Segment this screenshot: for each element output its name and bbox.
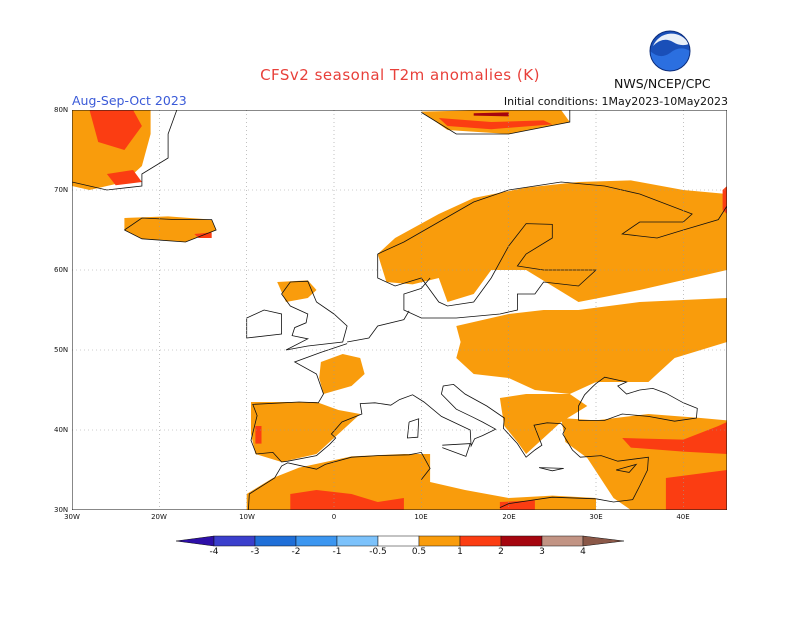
anomaly-region-turkey-red: [622, 422, 727, 454]
colorbar-arrow-right: [582, 535, 625, 547]
coastline-black-sea: [578, 376, 698, 422]
lat-label-30n: 30N: [54, 506, 69, 514]
initial-conditions: Initial conditions: 1May2023-10May2023: [503, 95, 728, 108]
coastline-mediterranean: [250, 343, 649, 508]
coastline-north: [377, 181, 727, 255]
lon-label-10w: 10W: [239, 513, 255, 521]
anomaly-region-balkans: [499, 394, 588, 454]
lat-label-40n: 40N: [54, 426, 69, 434]
anomaly-region-greenland-red: [106, 170, 142, 186]
agency-label: NWS/NCEP/CPC: [614, 76, 711, 91]
lon-label-30w: 30W: [64, 513, 80, 521]
forecast-period: Aug-Sep-Oct 2023: [72, 93, 187, 108]
anomaly-region-africa-red: [290, 490, 404, 510]
colorbar-bin: [500, 535, 543, 547]
lon-label-20w: 20W: [151, 513, 167, 521]
anomaly-region-levant-red: [665, 470, 727, 510]
colorbar-arrow-left: [176, 535, 215, 547]
colorbar-bin: [418, 535, 461, 547]
lon-label-20e: 20E: [502, 513, 516, 521]
coastline-sardinia: [406, 418, 420, 439]
colorbar-label: -0.5: [369, 547, 387, 557]
colorbar-label: -1: [332, 547, 342, 557]
anomaly-region-eastern-europe: [456, 298, 727, 394]
coastline-baltic: [377, 223, 598, 319]
colorbar-bin: [213, 535, 256, 547]
lat-label-70n: 70N: [54, 186, 69, 194]
colorbar-label: 2: [498, 547, 504, 557]
coastline-britain: [281, 280, 348, 351]
coastline-ireland: [246, 309, 283, 339]
colorbar-label: 4: [580, 547, 586, 557]
colorbar-bin: [459, 535, 502, 547]
colorbar-label: 3: [539, 547, 545, 557]
lon-label-40e: 40E: [676, 513, 690, 521]
colorbar-label: -2: [291, 547, 301, 557]
anomaly-region-scotland: [277, 280, 317, 302]
coastline-sicily: [442, 443, 471, 457]
lon-label-10e: 10E: [414, 513, 428, 521]
anomaly-region-portugal-red: [255, 426, 262, 444]
coastline-north-africa: [248, 451, 431, 510]
lat-label-50n: 50N: [54, 346, 69, 354]
lon-label-0: 0: [331, 513, 337, 521]
colorbar: [176, 535, 625, 547]
colorbar-bin: [377, 535, 420, 547]
lon-label-30e: 30E: [589, 513, 603, 521]
coastline-iceland: [124, 217, 217, 243]
anomaly-region-svalbard-darkred: [473, 112, 509, 117]
anomaly-region-svalbard-red: [438, 118, 553, 130]
anomaly-region-greenland-red: [89, 110, 142, 150]
colorbar-bin: [541, 535, 584, 547]
anomaly-region-iberia: [251, 402, 361, 462]
coastline-lowlands: [347, 310, 410, 343]
anomaly-region-france: [319, 354, 365, 394]
lat-label-60n: 60N: [54, 266, 69, 274]
colorbar-bin: [295, 535, 338, 547]
coastline-greenland: [72, 110, 178, 191]
anomaly-map: [72, 110, 727, 510]
colorbar-bin: [336, 535, 379, 547]
colorbar-bin: [254, 535, 297, 547]
colorbar-label: -3: [250, 547, 260, 557]
lat-label-80n: 80N: [54, 106, 69, 114]
anomaly-region-scandinavia-russia: [377, 180, 727, 302]
colorbar-label: 0.5: [411, 547, 427, 557]
anomaly-region-iceland: [124, 216, 217, 242]
noaa-logo: [649, 30, 691, 72]
colorbar-label: 1: [457, 547, 463, 557]
coastline-crete: [539, 467, 564, 472]
coastline-cyprus: [615, 463, 638, 473]
colorbar-label: -4: [209, 547, 219, 557]
chart-title: CFSv2 seasonal T2m anomalies (K): [260, 66, 540, 84]
